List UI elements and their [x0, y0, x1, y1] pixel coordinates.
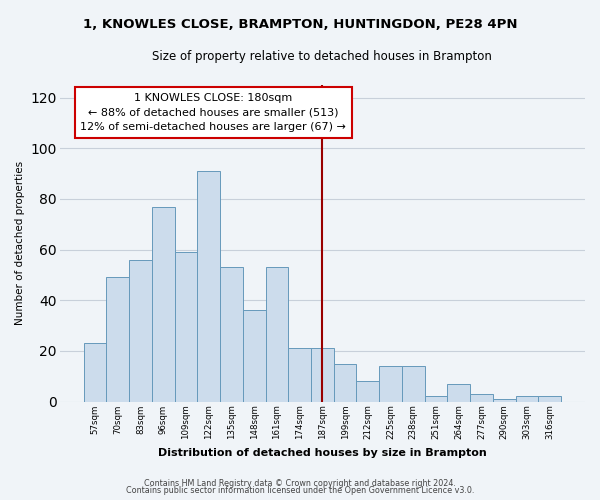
Text: 1 KNOWLES CLOSE: 180sqm
← 88% of detached houses are smaller (513)
12% of semi-d: 1 KNOWLES CLOSE: 180sqm ← 88% of detache… — [80, 92, 346, 132]
Bar — [83, 344, 106, 402]
Bar — [356, 382, 379, 402]
Bar — [334, 364, 356, 402]
Bar — [197, 171, 220, 402]
Bar — [448, 384, 470, 402]
Bar — [379, 366, 402, 402]
Bar — [129, 260, 152, 402]
Bar — [220, 268, 243, 402]
Text: Contains HM Land Registry data © Crown copyright and database right 2024.: Contains HM Land Registry data © Crown c… — [144, 478, 456, 488]
Bar — [266, 268, 288, 402]
Bar — [311, 348, 334, 402]
Text: Contains public sector information licensed under the Open Government Licence v3: Contains public sector information licen… — [126, 486, 474, 495]
Title: Size of property relative to detached houses in Brampton: Size of property relative to detached ho… — [152, 50, 492, 63]
Bar — [425, 396, 448, 402]
Bar — [470, 394, 493, 402]
Bar — [175, 252, 197, 402]
Bar — [515, 396, 538, 402]
Y-axis label: Number of detached properties: Number of detached properties — [15, 161, 25, 326]
Text: 1, KNOWLES CLOSE, BRAMPTON, HUNTINGDON, PE28 4PN: 1, KNOWLES CLOSE, BRAMPTON, HUNTINGDON, … — [83, 18, 517, 30]
X-axis label: Distribution of detached houses by size in Brampton: Distribution of detached houses by size … — [158, 448, 487, 458]
Bar — [152, 206, 175, 402]
Bar — [538, 396, 561, 402]
Bar — [288, 348, 311, 402]
Bar — [402, 366, 425, 402]
Bar — [106, 278, 129, 402]
Bar — [243, 310, 266, 402]
Bar — [493, 399, 515, 402]
